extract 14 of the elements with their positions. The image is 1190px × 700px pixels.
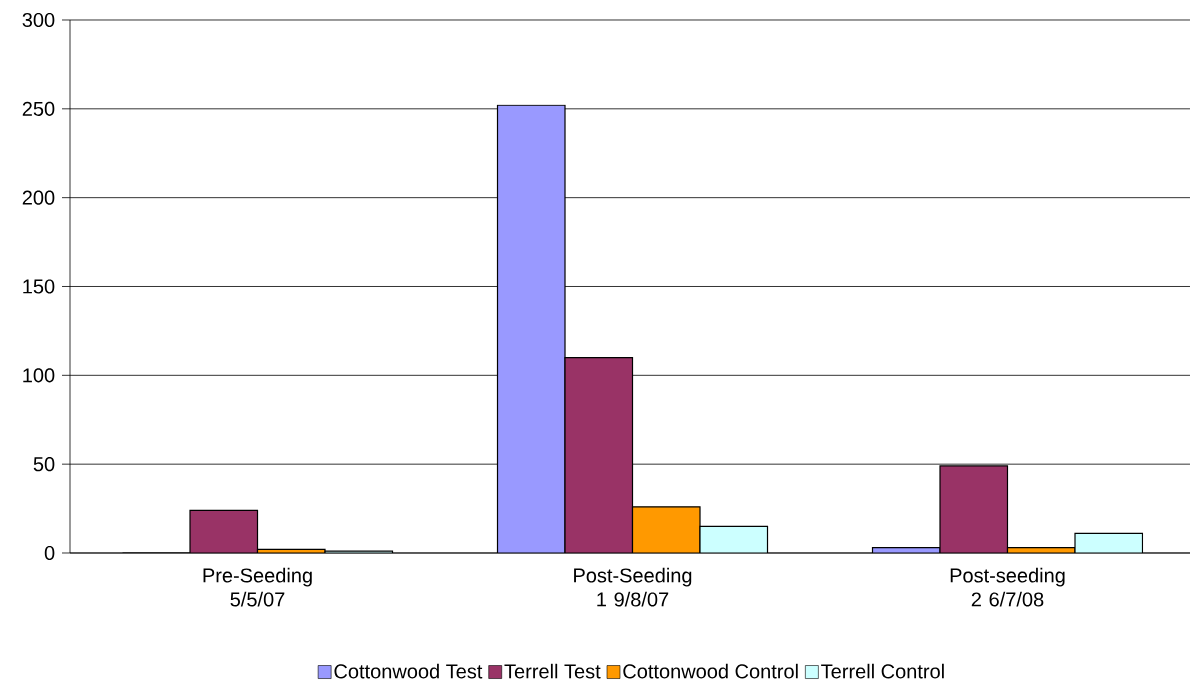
legend-label: Terrell Test xyxy=(504,663,601,679)
y-tick-label: 250 xyxy=(22,101,55,116)
x-tick-label: Pre-Seeding 5/5/07 xyxy=(203,567,312,607)
y-tick-label: 150 xyxy=(23,279,55,294)
legend-label: Cottonwood Control xyxy=(623,663,798,679)
y-tick-label: 100 xyxy=(23,368,55,383)
legend-label: Terrell Control xyxy=(821,663,944,679)
x-tick-label: Post-seeding 2 6/7/08 xyxy=(950,567,1065,607)
y-tick-label: 50 xyxy=(33,457,55,472)
y-tick-label: 300 xyxy=(22,12,55,28)
x-tick-label: Post-Seeding 1 9/8/07 xyxy=(574,567,692,607)
y-tick-label: 200 xyxy=(22,190,55,205)
legend-label: Cottonwood Test xyxy=(334,663,483,679)
y-tick-label: 0 xyxy=(44,545,55,561)
